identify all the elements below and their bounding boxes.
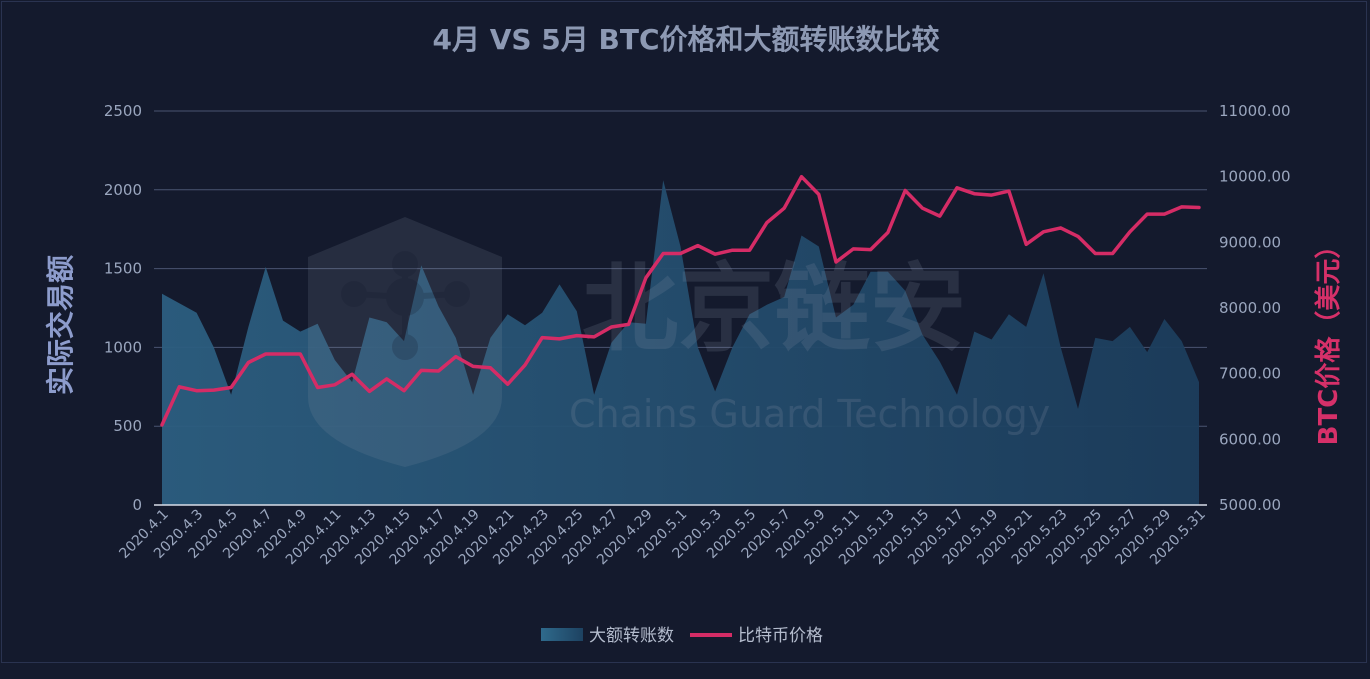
line-series-btc-price [160,174,1201,427]
price-line [160,174,1201,427]
watermark-en: Chains Guard Technology [569,392,1050,436]
area-series-transfers [162,180,1199,506]
y-left-tick-label: 0 [132,496,142,514]
watermark-network-icon [341,251,470,360]
chart-canvas: 4月 VS 5月 BTC价格和大额转账数比较 北京链安 Chains Guard… [44,23,1344,646]
legend: 大额转账数 比特币价格 [541,626,823,646]
y-axis-right-title: BTC价格（美元） [1313,233,1344,446]
chart-title: 4月 VS 5月 BTC价格和大额转账数比较 [432,23,939,56]
y-right-tick-label: 8000.00 [1219,299,1281,317]
legend-swatch-transfers [541,628,583,641]
watermark-cn: 北京链安 [582,253,966,365]
watermark-shield-icon [308,217,502,467]
y-left-tick-label: 2000 [104,181,142,199]
legend-label-transfers: 大额转账数 [589,626,674,646]
y-right-tick-label: 5000.00 [1219,496,1281,514]
y-right-tick-label: 7000.00 [1219,365,1281,383]
y-right-tick-label: 10000.00 [1219,168,1291,186]
area-fill [162,180,1199,506]
legend-label-price: 比特币价格 [738,626,823,646]
y-left-tick-label: 1000 [104,338,142,356]
watermark: 北京链安 Chains Guard Technology [308,217,1050,467]
y-right-tick-label: 11000.00 [1219,102,1291,120]
y-left-tick-label: 500 [113,417,142,435]
y-left-tick-label: 1500 [104,260,142,278]
y-right-tick-label: 6000.00 [1219,430,1281,448]
y-right-tick-label: 9000.00 [1219,233,1281,251]
y-left-tick-label: 2500 [104,102,142,120]
y-axis-left-title: 实际交易额 [44,255,77,395]
chart-frame: 4月 VS 5月 BTC价格和大额转账数比较 北京链安 Chains Guard… [1,1,1367,663]
